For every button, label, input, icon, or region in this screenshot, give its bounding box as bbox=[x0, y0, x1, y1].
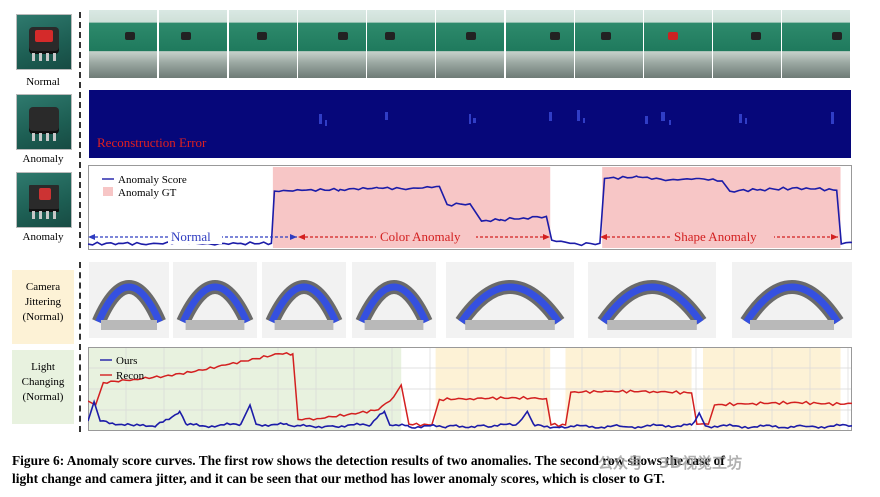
segment-normal: Normal bbox=[171, 229, 211, 244]
video-frame bbox=[229, 10, 298, 78]
score-chart-frame bbox=[88, 165, 852, 250]
camera-jitter-image bbox=[352, 262, 436, 338]
camera-jitter-image bbox=[732, 262, 852, 338]
camera-jitter-image bbox=[173, 262, 257, 338]
reconstruction-error-speckles bbox=[319, 110, 834, 126]
reconstruction-error-label: Reconstruction Error bbox=[97, 135, 207, 150]
camera-jitter-image bbox=[262, 262, 346, 338]
legend-anomaly-gt: Anomaly GT bbox=[118, 187, 177, 199]
normal-thumbnail bbox=[16, 14, 72, 70]
video-frame bbox=[782, 10, 851, 78]
legend-ours: Ours bbox=[116, 355, 137, 367]
camera-jitter-image bbox=[588, 262, 716, 338]
camera-label-line2: Jittering bbox=[24, 296, 62, 308]
anomaly-thumbnail-2 bbox=[16, 172, 72, 228]
video-frame bbox=[367, 10, 436, 78]
segment-color-anomaly: Color Anomaly bbox=[380, 229, 461, 244]
video-frame bbox=[436, 10, 505, 78]
video-frame bbox=[506, 10, 575, 78]
video-frame bbox=[713, 10, 782, 78]
watermark: 公众号 · 3D视觉工坊 bbox=[598, 454, 743, 472]
anomaly-score-series bbox=[88, 175, 852, 247]
recon-series bbox=[88, 351, 852, 428]
reconstruction-error-panel bbox=[89, 90, 851, 158]
caption-line-1: Figure 6: Anomaly score curves. The firs… bbox=[12, 453, 725, 468]
divider-bottom bbox=[79, 262, 81, 432]
video-frame bbox=[159, 10, 228, 78]
anomaly-label-1: Anomaly bbox=[22, 153, 64, 165]
segment-shape-anomaly: Shape Anomaly bbox=[674, 229, 757, 244]
video-frame bbox=[298, 10, 367, 78]
anomaly-thumbnail-1 bbox=[16, 94, 72, 150]
light-label-line3: (Normal) bbox=[22, 391, 64, 403]
figure-caption: Figure 6: Anomaly score curves. The firs… bbox=[12, 452, 872, 488]
camera-label-line1: Camera bbox=[25, 281, 61, 293]
light-changing-label: Light Changing (Normal) bbox=[12, 350, 74, 424]
light-legend: Ours Recon bbox=[100, 355, 145, 382]
light-changing-chart: Ours Recon bbox=[88, 347, 852, 431]
score-legend: Anomaly Score Anomaly GT bbox=[102, 174, 187, 199]
camera-jitter-image bbox=[446, 262, 574, 338]
legend-recon: Recon bbox=[116, 370, 145, 382]
anomaly-score-chart: Anomaly Score Anomaly GT Normal Color An… bbox=[88, 165, 852, 250]
camera-jitter-image bbox=[89, 262, 169, 338]
video-frame bbox=[89, 10, 158, 78]
light-label-line1: Light bbox=[31, 361, 55, 373]
anomaly-label-2: Anomaly bbox=[22, 231, 64, 243]
legend-anomaly-score: Anomaly Score bbox=[118, 174, 187, 186]
caption-line-2: light change and camera jitter, and it c… bbox=[12, 471, 665, 486]
camera-label-line3: (Normal) bbox=[22, 311, 64, 323]
normal-label: Normal bbox=[26, 76, 60, 88]
ours-series bbox=[88, 399, 852, 430]
light-label-line2: Changing bbox=[21, 376, 65, 388]
video-frame bbox=[575, 10, 644, 78]
divider-top bbox=[79, 12, 81, 248]
video-frame bbox=[644, 10, 713, 78]
camera-jittering-label: Camera Jittering (Normal) bbox=[12, 270, 74, 344]
